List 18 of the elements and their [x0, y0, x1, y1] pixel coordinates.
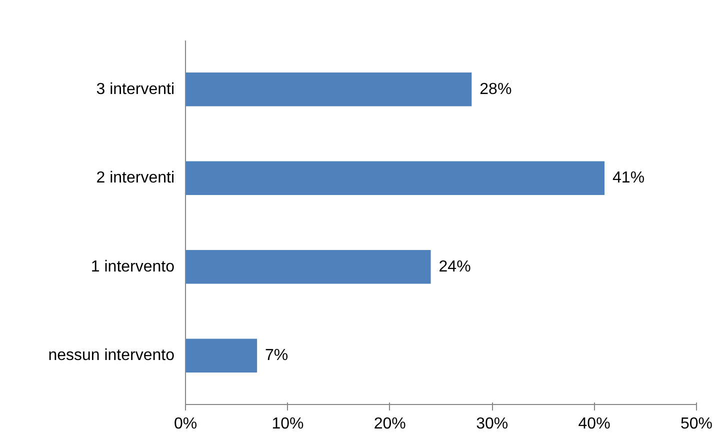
x-tick-label: 30% — [476, 416, 508, 432]
bar — [186, 250, 431, 284]
data-label: 24% — [438, 258, 471, 276]
data-label: 41% — [612, 170, 645, 187]
x-tick-label: 50% — [680, 416, 713, 432]
y-tick-label: nessun intervento — [48, 347, 175, 364]
x-tick-label: 20% — [374, 416, 406, 432]
y-tick-label: 2 interventi — [96, 170, 174, 187]
data-label: 28% — [480, 80, 512, 98]
data-label: 7% — [265, 347, 288, 364]
x-tick-label: 10% — [272, 416, 304, 432]
bar — [186, 72, 472, 106]
bar — [186, 338, 258, 373]
bar — [186, 161, 605, 195]
y-tick-label: 1 intervento — [90, 258, 175, 276]
x-tick-label: 40% — [578, 416, 610, 432]
y-tick-label: 3 interventi — [96, 80, 174, 98]
x-tick-label: 0% — [174, 416, 198, 432]
